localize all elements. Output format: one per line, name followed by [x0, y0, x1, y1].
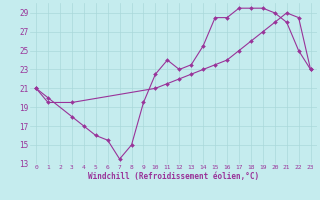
X-axis label: Windchill (Refroidissement éolien,°C): Windchill (Refroidissement éolien,°C) [88, 172, 259, 181]
